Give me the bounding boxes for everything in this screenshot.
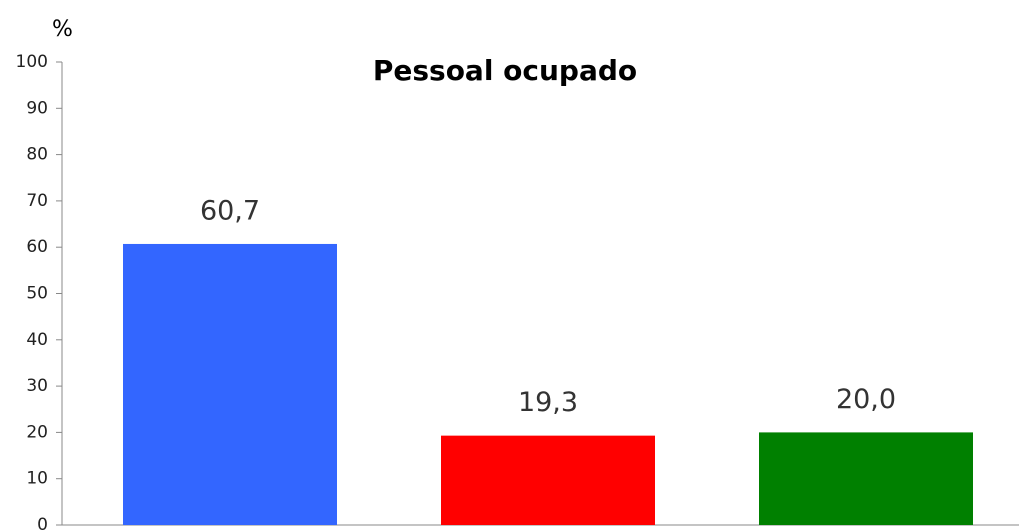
y-tick-label: 20	[26, 422, 48, 442]
bar	[441, 435, 655, 525]
y-tick-label: 100	[16, 52, 48, 72]
y-tick-label: 90	[26, 98, 48, 118]
y-tick-label: 40	[26, 330, 48, 350]
y-axis-label: %	[52, 17, 73, 42]
chart-title: Pessoal ocupado	[373, 54, 637, 87]
y-tick-label: 80	[26, 145, 48, 165]
bar	[123, 243, 337, 526]
y-tick-label: 50	[26, 284, 48, 304]
y-tick-label: 0	[37, 515, 48, 532]
y-tick-label: 70	[26, 191, 48, 211]
y-tick-label: 60	[26, 237, 48, 257]
data-label: 60,7	[200, 195, 260, 226]
data-label: 20,0	[836, 384, 896, 415]
bar	[759, 432, 973, 525]
y-tick-label: 30	[26, 376, 48, 396]
data-label: 19,3	[518, 387, 578, 418]
y-tick-label: 10	[26, 469, 48, 489]
